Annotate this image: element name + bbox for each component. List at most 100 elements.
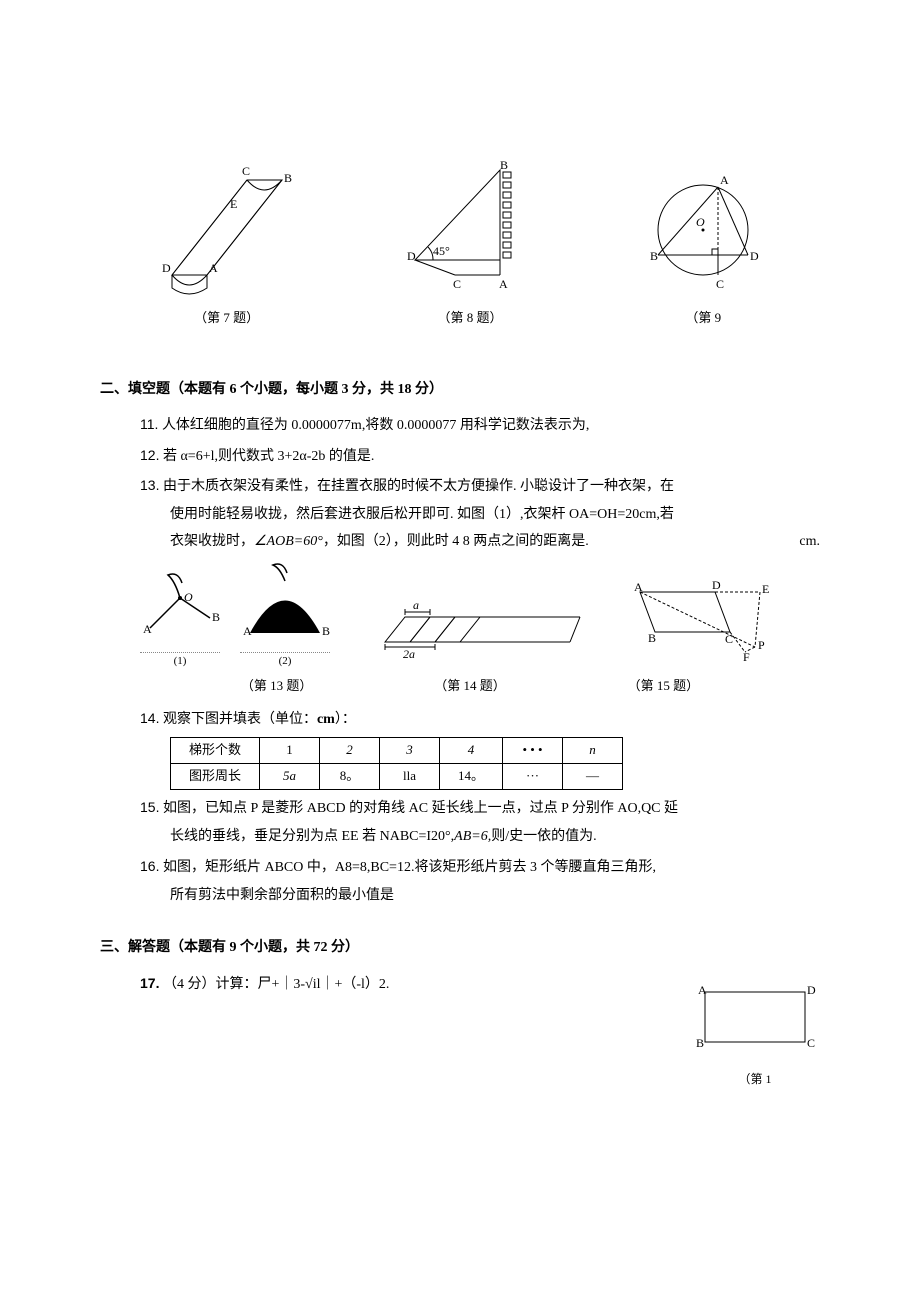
figure-8-caption: （第 8 题） (437, 308, 502, 329)
q16-line1: 如图，矩形纸片 ABCO 中，A8=8,BC=12.将该矩形纸片剪去 3 个等腰… (163, 860, 656, 875)
q15-line2-post: 则/史一依的值为. (491, 829, 596, 844)
f14-2a: 2a (403, 647, 415, 661)
question-14: 14. 观察下图并填表（单位：cm）： (140, 707, 820, 731)
question-12: 12. 若 α=6+l,则代数式 3+2α-2b 的值是. (140, 444, 820, 468)
label-c: C (242, 164, 250, 178)
label-a: A (209, 261, 218, 275)
q14-unit: cm (317, 712, 335, 727)
f13-1-b: B (212, 610, 220, 624)
figure-bottom-caption: （第 1 (690, 1070, 820, 1089)
table-row: 图形周长 5a 8。 lla 14。 ··· — (171, 764, 623, 790)
f13-2-a: A (243, 624, 252, 638)
q15-num: 15. (140, 799, 159, 815)
q17-num: 17. (140, 975, 159, 991)
fb-b: B (696, 1036, 704, 1050)
q14-table: 梯形个数 1 2 3 4 • • • n 图形周长 5a 8。 lla 14。 … (170, 737, 623, 790)
figure-15: A D E B C P F (630, 577, 780, 670)
label-c: C (716, 277, 724, 291)
label-d: D (407, 249, 416, 263)
question-13: 13. 由于木质衣架没有柔性，在挂置衣服的时候不太方便操作. 小聪设计了一种衣架… (140, 474, 820, 498)
question-11: 11. 人体红细胞的直径为 0.0000077m,将数 0.0000077 用科… (140, 413, 820, 437)
f13-sub1: (1) (140, 652, 220, 671)
q11-num: 11. (140, 416, 158, 432)
q13-line3-pre: 衣架收拢时， (170, 534, 254, 549)
f14-a: a (413, 598, 419, 612)
q15-line2-pre: 长线的垂线，垂足分别为点 EE 若 NABC=I20°, (170, 829, 454, 844)
table-cell: 14。 (440, 764, 503, 790)
figure-13-2-svg: O A B (240, 563, 330, 643)
label-a: A (499, 277, 508, 291)
q16-num: 16. (140, 858, 159, 874)
table-cell: ··· (503, 764, 563, 790)
figure-bottom-svg: A D B C (690, 982, 820, 1062)
label-a: A (720, 173, 729, 187)
figure-row-2-captions: （第 13 题） （第 14 题） （第 15 题） (140, 676, 780, 697)
fb-d: D (807, 983, 816, 997)
table-cell: 1 (260, 738, 320, 764)
q14-num: 14. (140, 710, 159, 726)
figure-13-1-svg: O A B (140, 563, 220, 643)
figure-15-svg: A D E B C P F (630, 577, 780, 662)
table-cell: 5a (260, 764, 320, 790)
q15-line1: 如图，已知点 P 是菱形 ABCD 的对角线 AC 延长线上一点，过点 P 分别… (163, 801, 678, 816)
question-15: 15. 如图，已知点 P 是菱形 ABCD 的对角线 AC 延长线上一点，过点 … (140, 796, 820, 820)
figure-9-caption: （第 9 (685, 308, 721, 329)
f13-sub2: (2) (240, 652, 330, 671)
q12-num: 12. (140, 447, 159, 463)
fig13-caption: （第 13 题） (241, 676, 313, 697)
f15-f: F (743, 650, 750, 662)
q13-line3-post: ，如图（2），则此时 4 8 两点之间的距离是. (323, 534, 589, 549)
label-c: C (453, 277, 461, 291)
f15-p: P (758, 638, 765, 652)
q13-line1: 由于木质衣架没有柔性，在挂置衣服的时候不太方便操作. 小聪设计了一种衣架，在 (163, 479, 674, 494)
table-cell: 图形周长 (171, 764, 260, 790)
f15-c: C (725, 632, 733, 646)
q12-text: 若 α=6+l,则代数式 3+2α-2b 的值是. (163, 449, 374, 464)
figure-8: B D A C 45° （第 8 题） (405, 160, 535, 329)
table-cell: lla (380, 764, 440, 790)
figure-7: C B A D E （第 7 题） (152, 160, 302, 329)
fig15-caption: （第 15 题） (628, 676, 700, 697)
label-e: E (230, 197, 237, 211)
q13-num: 13. (140, 477, 159, 493)
label-d: D (162, 261, 171, 275)
table-cell: 8。 (320, 764, 380, 790)
table-cell: • • • (503, 738, 563, 764)
f15-b: B (648, 631, 656, 645)
figure-9: A B D C O （第 9 (638, 160, 768, 329)
f13-1-o: O (184, 590, 193, 604)
label-b: B (500, 160, 508, 172)
q14-text: 观察下图并填表（单位： (163, 712, 317, 727)
q13-angle: ∠AOB=60° (254, 534, 323, 549)
figure-7-svg: C B A D E (152, 160, 302, 300)
figure-8-svg: B D A C 45° (405, 160, 535, 300)
figure-14: a 2a (370, 592, 590, 670)
f13-2-o: O (288, 574, 297, 588)
table-cell: 3 (380, 738, 440, 764)
f13-2-b: B (322, 624, 330, 638)
q11-text: 人体红细胞的直径为 0.0000077m,将数 0.0000077 用科学记数法… (162, 418, 589, 433)
q13-line3: 衣架收拢时，∠AOB=60°，如图（2），则此时 4 8 两点之间的距离是. c… (170, 531, 820, 553)
q16-line2: 所有剪法中剩余部分面积的最小值是 (170, 885, 820, 907)
table-cell: 4 (440, 738, 503, 764)
table-cell: 2 (320, 738, 380, 764)
section-3-title: 三、解答题（本题有 9 个小题，共 72 分） (100, 937, 820, 959)
f15-a: A (634, 580, 643, 594)
q15-ab: AB=6, (454, 829, 491, 844)
question-16: 16. 如图，矩形纸片 ABCO 中，A8=8,BC=12.将该矩形纸片剪去 3… (140, 855, 820, 879)
figure-9-svg: A B D C O (638, 160, 768, 300)
table-cell: 梯形个数 (171, 738, 260, 764)
figure-7-caption: （第 7 题） (194, 308, 259, 329)
fig14-caption: （第 14 题） (434, 676, 506, 697)
label-d: D (750, 249, 759, 263)
q15-line2: 长线的垂线，垂足分别为点 EE 若 NABC=I20°,AB=6,则/史一依的值… (170, 826, 820, 848)
q17-text: （4 分）计算：尸+｜3-√il｜+（-l）2. (163, 977, 389, 992)
q13-line2: 使用时能轻易收拢，然后套进衣服后松开即可. 如图（1）,衣架杆 OA=OH=20… (170, 504, 820, 526)
q13-unit: cm. (799, 531, 820, 553)
f13-1-a: A (143, 622, 152, 636)
table-row: 梯形个数 1 2 3 4 • • • n (171, 738, 623, 764)
label-angle: 45° (433, 244, 450, 258)
figure-row-2: O A B (1) O A B (2) (140, 563, 780, 670)
f15-e: E (762, 582, 769, 596)
table-cell: n (563, 738, 623, 764)
